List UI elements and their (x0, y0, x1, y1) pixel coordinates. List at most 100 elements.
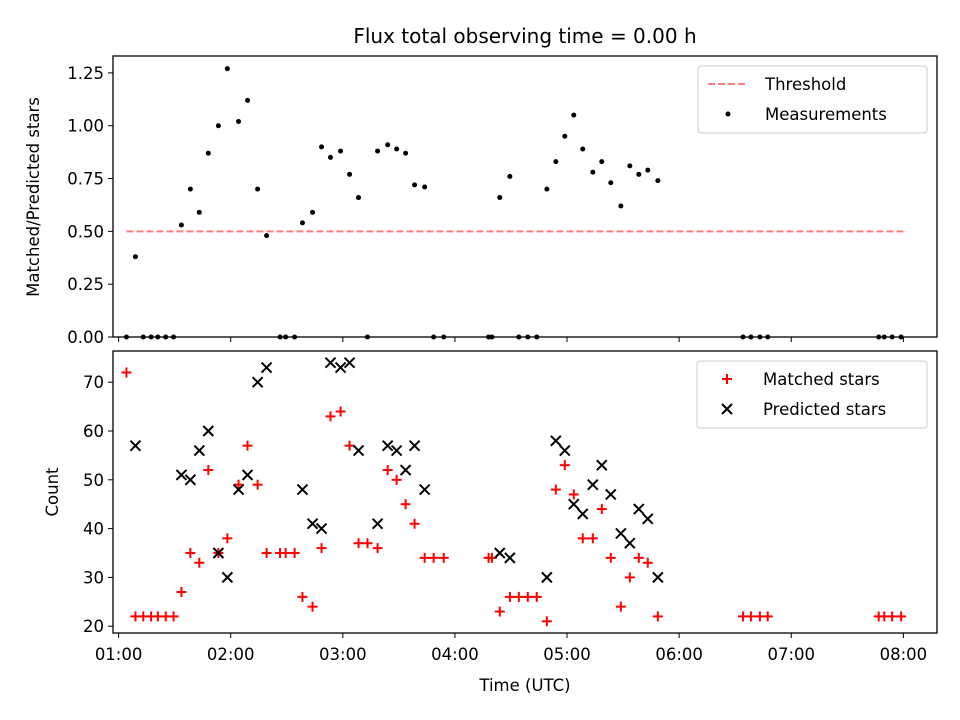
matched-star-point (428, 552, 439, 563)
predicted-star-point (559, 444, 571, 457)
top-chart-x-ticks (118, 337, 904, 342)
y-tick-label: 0.00 (67, 328, 104, 347)
measurement-point (264, 233, 270, 239)
predicted-star-point (251, 376, 264, 388)
measurement-point (255, 186, 261, 192)
measurement-point (580, 146, 586, 152)
matched-star-point (513, 591, 524, 602)
top-chart-legend: Threshold Measurements (697, 65, 928, 134)
predicted-star-point (624, 537, 636, 549)
top-chart-legend-box (697, 65, 928, 134)
measurement-point (636, 171, 642, 177)
measurement-point (338, 148, 344, 154)
matched-star-point (531, 591, 542, 602)
matched-star-point (624, 572, 635, 583)
predicted-legend-swatch (721, 403, 733, 415)
measurement-point (356, 195, 362, 201)
matched-star-point (185, 547, 196, 558)
measurement-point (562, 133, 568, 139)
predicted-star-point (577, 508, 589, 520)
predicted-star-point (315, 522, 328, 535)
measurement-point (178, 222, 184, 228)
matched-legend-swatch (722, 374, 732, 384)
matched-star-point (261, 547, 272, 558)
top-chart-y-ticks: 0.00 0.25 0.50 0.75 1.00 1.25 (67, 64, 113, 347)
matched-star-point (194, 557, 205, 568)
measurement-point (236, 118, 242, 124)
x-tick-label: 02:00 (207, 645, 255, 664)
measurement-point (497, 195, 503, 201)
measurement-point (215, 123, 221, 129)
matched-star-point (335, 406, 346, 417)
measurement-point (590, 169, 596, 175)
predicted-star-point (550, 435, 562, 447)
matched-star-point (344, 440, 355, 451)
y-tick-label: 0.75 (67, 170, 104, 189)
matched-star-point (550, 484, 561, 495)
predicted-star-point (381, 439, 394, 452)
x-tick-label: 07:00 (767, 645, 815, 664)
predicted-legend-label: Predicted stars (763, 400, 886, 419)
predicted-star-point (642, 513, 654, 525)
measurement-point (403, 150, 409, 156)
predicted-star-point (541, 571, 553, 584)
y-tick-label: 40 (83, 520, 104, 539)
y-tick-label: 30 (83, 568, 104, 587)
x-tick-label: 04:00 (431, 645, 479, 664)
matched-star-point (168, 611, 179, 622)
top-chart-frame (112, 55, 938, 338)
predicted-star-point (399, 464, 412, 476)
predicted-star-point (232, 483, 245, 496)
matched-star-point (504, 591, 515, 602)
bottom-chart-panel: 01:00 02:00 03:00 04:00 05:00 06:00 07:00 08:00… (43, 350, 938, 695)
x-tick-label: 05:00 (543, 645, 591, 664)
y-tick-label: 0.50 (67, 222, 104, 241)
matched-star-point (409, 518, 420, 529)
predicted-star-point (129, 439, 142, 452)
threshold-legend-label: Threshold (764, 75, 846, 94)
predicted-star-point (418, 483, 431, 496)
predicted-star-point (296, 483, 309, 496)
predicted-star-point (334, 361, 347, 374)
x-tick-label: 01:00 (95, 645, 143, 664)
measurement-point (553, 159, 559, 165)
matched-star-point (316, 543, 327, 554)
bottom-chart-ylabel: Count (43, 467, 62, 517)
top-chart-panel: 0.00 0.25 0.50 0.75 1.00 1.25 Matched/Predict… (24, 55, 938, 347)
y-tick-label: 1.00 (67, 117, 104, 136)
predicted-star-point (596, 459, 608, 471)
measurement-point (571, 112, 577, 118)
measurement-point (544, 186, 550, 192)
predicted-star-point (241, 469, 254, 481)
bottom-chart-legend-box (696, 360, 928, 429)
bottom-chart-xlabel: Time (UTC) (478, 676, 570, 695)
measurement-point (347, 171, 353, 177)
measurement-point (375, 148, 381, 154)
predicted-star-point (260, 361, 273, 374)
y-tick-label: 70 (83, 373, 104, 392)
measurement-point (205, 150, 211, 156)
matched-star-point (419, 552, 430, 563)
y-tick-label: 50 (83, 471, 104, 490)
bottom-chart-x-ticks: 01:00 02:00 03:00 04:00 05:00 06:00 07:00 08:00 (95, 633, 927, 664)
x-tick-label: 08:00 (880, 645, 928, 664)
measurement-point (310, 209, 316, 215)
matched-star-point (242, 440, 253, 451)
predicted-star-point (390, 444, 403, 457)
predicted-star-point (175, 469, 188, 481)
predicted-star-point (615, 527, 627, 540)
measurement-point (412, 182, 418, 188)
matched-star-point (887, 611, 898, 622)
predicted-star-point (605, 488, 617, 501)
measurement-point (645, 167, 651, 173)
matched-star-point (438, 552, 449, 563)
measurement-point (394, 146, 400, 152)
matched-star-point (577, 533, 588, 544)
predicted-star-point (212, 547, 225, 559)
measurement-point (599, 159, 605, 165)
matched-star-point (280, 547, 291, 558)
matched-star-point (559, 460, 570, 471)
measurement-point (327, 154, 333, 160)
matched-star-point (596, 504, 607, 515)
measurement-point (655, 178, 661, 184)
